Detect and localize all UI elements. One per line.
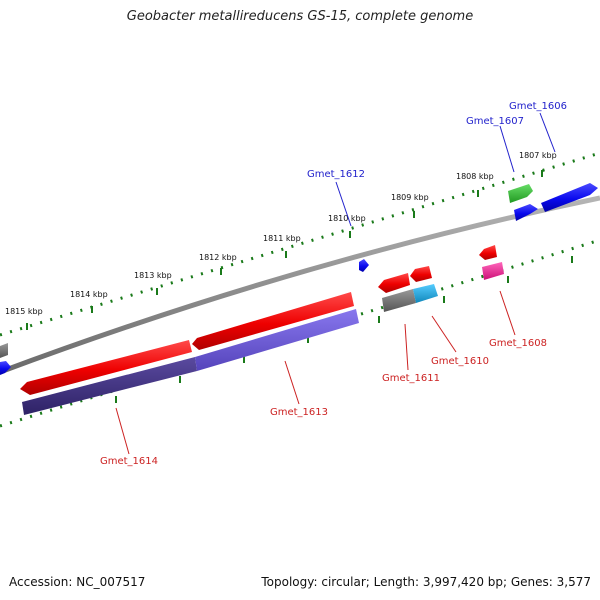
gene-feature[interactable] xyxy=(378,273,410,293)
gene-label-gmet-1607[interactable]: Gmet_1607 xyxy=(466,116,524,127)
gene-label-gmet-1611[interactable]: Gmet_1611 xyxy=(382,373,440,384)
leader-line xyxy=(284,360,300,405)
kbp-label-1810: 1810 kbp xyxy=(328,214,366,223)
kbp-label-1812: 1812 kbp xyxy=(199,253,237,262)
kbp-label-1814: 1814 kbp xyxy=(70,290,108,299)
leader-line xyxy=(499,125,515,173)
leader-line xyxy=(499,290,516,336)
gene-feature[interactable] xyxy=(508,184,533,203)
gene-feature[interactable] xyxy=(514,204,538,221)
kbp-label-1813: 1813 kbp xyxy=(134,271,172,280)
gene-label-gmet-1613[interactable]: Gmet_1613 xyxy=(270,407,328,418)
gene-label-gmet-1606[interactable]: Gmet_1606 xyxy=(509,101,567,112)
kbp-label-1808: 1808 kbp xyxy=(456,172,494,181)
kbp-label-1809: 1809 kbp xyxy=(391,193,429,202)
gene-feature[interactable] xyxy=(0,361,11,375)
gene-label-gmet-1612[interactable]: Gmet_1612 xyxy=(307,169,365,180)
gene-feature[interactable] xyxy=(382,289,416,312)
lower-tick-track xyxy=(0,238,600,428)
forward-strand-genes xyxy=(0,183,598,375)
gene-label-gmet-1608[interactable]: Gmet_1608 xyxy=(489,338,547,349)
gene-label-gmet-1614[interactable]: Gmet_1614 xyxy=(100,456,158,467)
leader-line xyxy=(335,181,352,227)
gene-feature[interactable] xyxy=(0,343,8,358)
gene-feature[interactable] xyxy=(482,262,504,280)
accession-text: Accession: NC_007517 xyxy=(9,575,146,589)
leader-line xyxy=(115,407,130,455)
gene-feature[interactable] xyxy=(479,245,497,260)
gene-feature[interactable] xyxy=(410,266,432,282)
map-title: Geobacter metallireducens GS-15, complet… xyxy=(126,9,474,24)
kbp-label-1811: 1811 kbp xyxy=(263,234,301,243)
leader-line xyxy=(539,112,556,153)
upper-tick-track xyxy=(0,151,600,337)
gene-label-gmet-1610[interactable]: Gmet_1610 xyxy=(431,356,489,367)
gene-feature[interactable] xyxy=(192,292,354,350)
gene-feature[interactable] xyxy=(195,309,359,371)
leader-line xyxy=(404,323,409,371)
gene-feature[interactable] xyxy=(20,340,192,395)
reverse-strand-genes xyxy=(20,245,504,415)
topology-text: Topology: circular; Length: 3,997,420 bp… xyxy=(261,575,591,589)
kbp-label-1807: 1807 kbp xyxy=(519,151,557,160)
gene-feature[interactable] xyxy=(413,284,438,303)
leader-line xyxy=(431,315,457,353)
gene-feature[interactable] xyxy=(22,357,197,415)
gene-feature[interactable] xyxy=(541,183,598,212)
gene-feature[interactable] xyxy=(359,259,369,272)
kbp-label-1815: 1815 kbp xyxy=(5,307,43,316)
